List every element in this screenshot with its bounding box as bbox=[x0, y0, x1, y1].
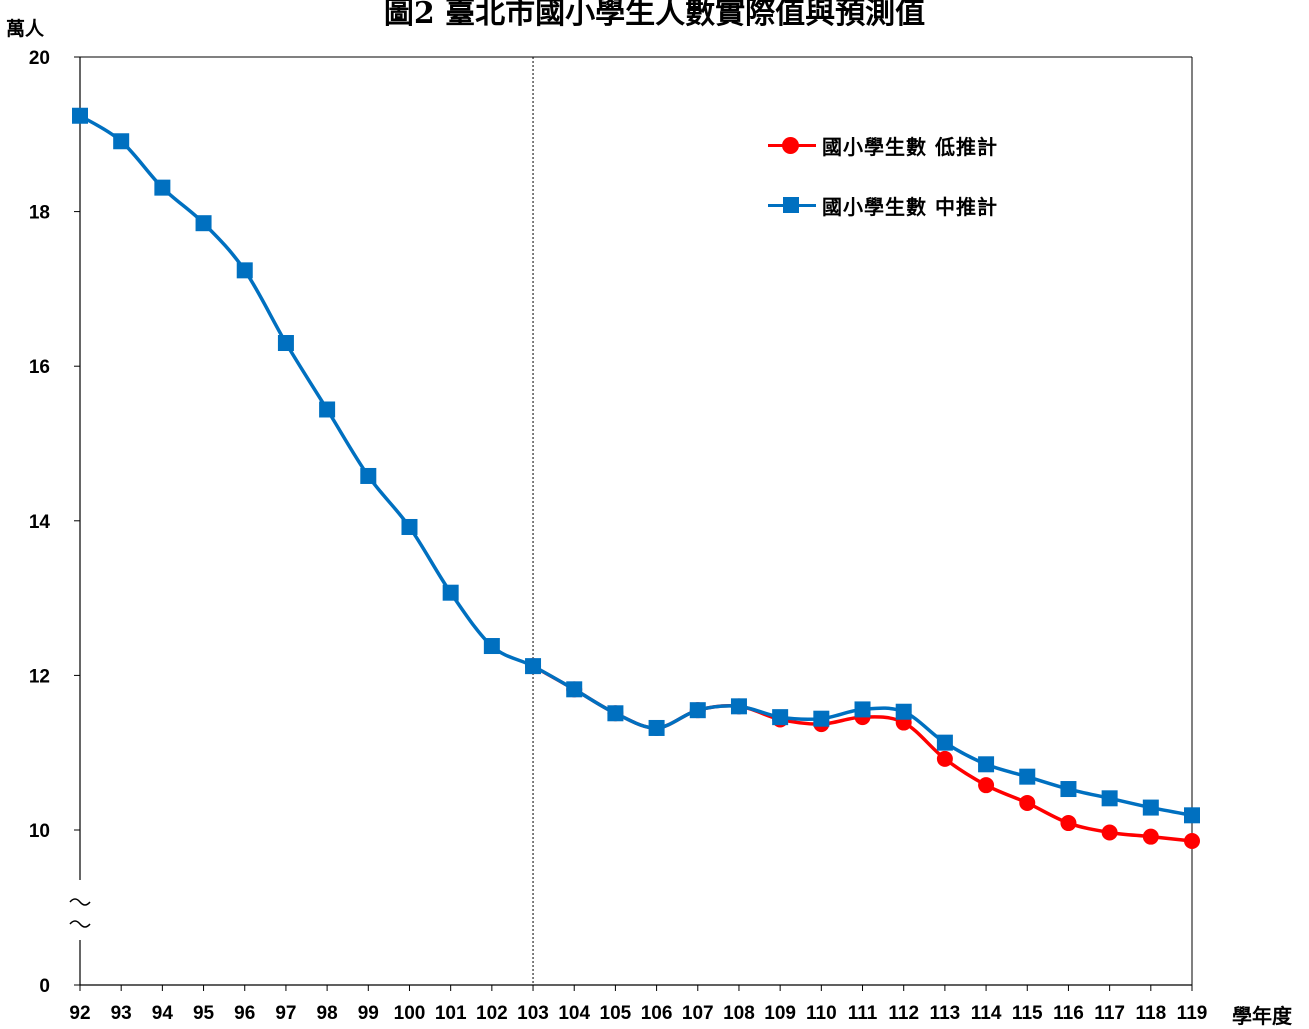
x-tick-label: 100 bbox=[394, 1003, 426, 1023]
x-tick-label: 117 bbox=[1094, 1003, 1125, 1023]
data-point-mid bbox=[483, 638, 500, 655]
x-tick-label: 92 bbox=[69, 1003, 90, 1023]
data-point-low bbox=[1060, 815, 1077, 832]
data-point-mid bbox=[277, 335, 294, 352]
data-point-mid bbox=[1019, 768, 1036, 785]
x-tick-label: 93 bbox=[111, 1003, 132, 1023]
x-tick-label: 101 bbox=[435, 1003, 467, 1023]
x-tick-label: 108 bbox=[723, 1003, 755, 1023]
data-point-mid bbox=[648, 719, 665, 736]
data-point-mid bbox=[936, 734, 953, 751]
data-point-mid bbox=[730, 698, 747, 715]
x-tick-label: 96 bbox=[234, 1003, 255, 1023]
legend-square-marker-icon bbox=[783, 197, 799, 213]
data-point-mid bbox=[854, 701, 871, 718]
x-tick-label: 102 bbox=[476, 1003, 508, 1023]
data-point-mid bbox=[154, 179, 171, 196]
x-tick-label: 95 bbox=[193, 1003, 215, 1023]
x-tick-label: 118 bbox=[1135, 1003, 1166, 1023]
x-tick-label: 94 bbox=[152, 1003, 174, 1023]
y-tick-label: 0 bbox=[39, 976, 50, 997]
axis-break-icon-upper bbox=[69, 898, 91, 906]
x-tick-label: 112 bbox=[888, 1003, 919, 1023]
y-tick-label: 12 bbox=[29, 666, 50, 687]
data-point-mid bbox=[236, 262, 253, 279]
x-tick-label: 97 bbox=[275, 1003, 296, 1023]
x-tick-label: 98 bbox=[317, 1003, 338, 1023]
legend-circle-marker-icon bbox=[782, 137, 799, 154]
data-point-mid bbox=[1184, 807, 1200, 824]
data-point-mid bbox=[1101, 790, 1118, 807]
data-point-mid bbox=[195, 215, 212, 232]
data-point-low bbox=[1019, 794, 1036, 811]
x-tick-label: 105 bbox=[600, 1003, 632, 1023]
y-tick-label: 16 bbox=[29, 357, 50, 378]
x-tick-label: 111 bbox=[848, 1003, 878, 1023]
y-tick-label: 10 bbox=[29, 821, 50, 842]
y-axis-unit-label: 萬人 bbox=[6, 18, 45, 40]
x-tick-label: 115 bbox=[1012, 1003, 1043, 1023]
data-point-mid bbox=[813, 710, 830, 727]
data-point-mid bbox=[319, 401, 336, 418]
data-point-mid bbox=[772, 709, 789, 726]
data-point-low bbox=[1184, 833, 1200, 850]
data-point-low bbox=[936, 750, 953, 767]
legend-label-mid: 國小學生數 中推計 bbox=[822, 195, 998, 219]
legend-label-low: 國小學生數 低推計 bbox=[822, 135, 998, 159]
x-tick-label: 119 bbox=[1177, 1003, 1208, 1023]
x-tick-label: 104 bbox=[558, 1003, 590, 1023]
x-tick-label: 99 bbox=[358, 1003, 379, 1023]
series-line-0 bbox=[532, 664, 1193, 843]
data-point-mid bbox=[566, 681, 583, 698]
data-point-mid bbox=[525, 658, 542, 675]
data-point-mid bbox=[1060, 781, 1077, 798]
data-point-low bbox=[1101, 824, 1118, 841]
data-point-mid bbox=[113, 133, 130, 150]
data-point-mid bbox=[360, 467, 377, 484]
x-tick-label: 107 bbox=[682, 1003, 714, 1023]
y-tick-label: 20 bbox=[29, 48, 50, 69]
x-tick-label: 113 bbox=[930, 1003, 961, 1023]
data-point-mid bbox=[689, 702, 706, 719]
y-tick-label: 14 bbox=[29, 512, 51, 533]
data-point-mid bbox=[72, 107, 88, 124]
x-tick-label: 109 bbox=[764, 1003, 796, 1023]
data-point-mid bbox=[607, 705, 624, 722]
data-point-mid bbox=[442, 584, 459, 601]
x-tick-label: 116 bbox=[1053, 1003, 1084, 1023]
data-point-mid bbox=[895, 703, 912, 720]
data-point-low bbox=[1142, 828, 1159, 845]
x-tick-label: 106 bbox=[641, 1003, 673, 1023]
axis-break-icon-lower bbox=[69, 920, 91, 928]
x-tick-label: 114 bbox=[971, 1003, 1002, 1023]
chart-title: 圖2 臺北市國小學生人數實際值與預測值 bbox=[383, 0, 926, 31]
series-line-1 bbox=[79, 114, 1193, 818]
data-point-mid bbox=[1142, 799, 1159, 816]
data-point-low bbox=[978, 777, 995, 794]
x-tick-label: 103 bbox=[517, 1003, 549, 1023]
data-point-mid bbox=[401, 518, 418, 535]
x-tick-label: 110 bbox=[806, 1003, 837, 1023]
data-point-mid bbox=[978, 756, 995, 773]
y-tick-label: 18 bbox=[29, 203, 50, 224]
